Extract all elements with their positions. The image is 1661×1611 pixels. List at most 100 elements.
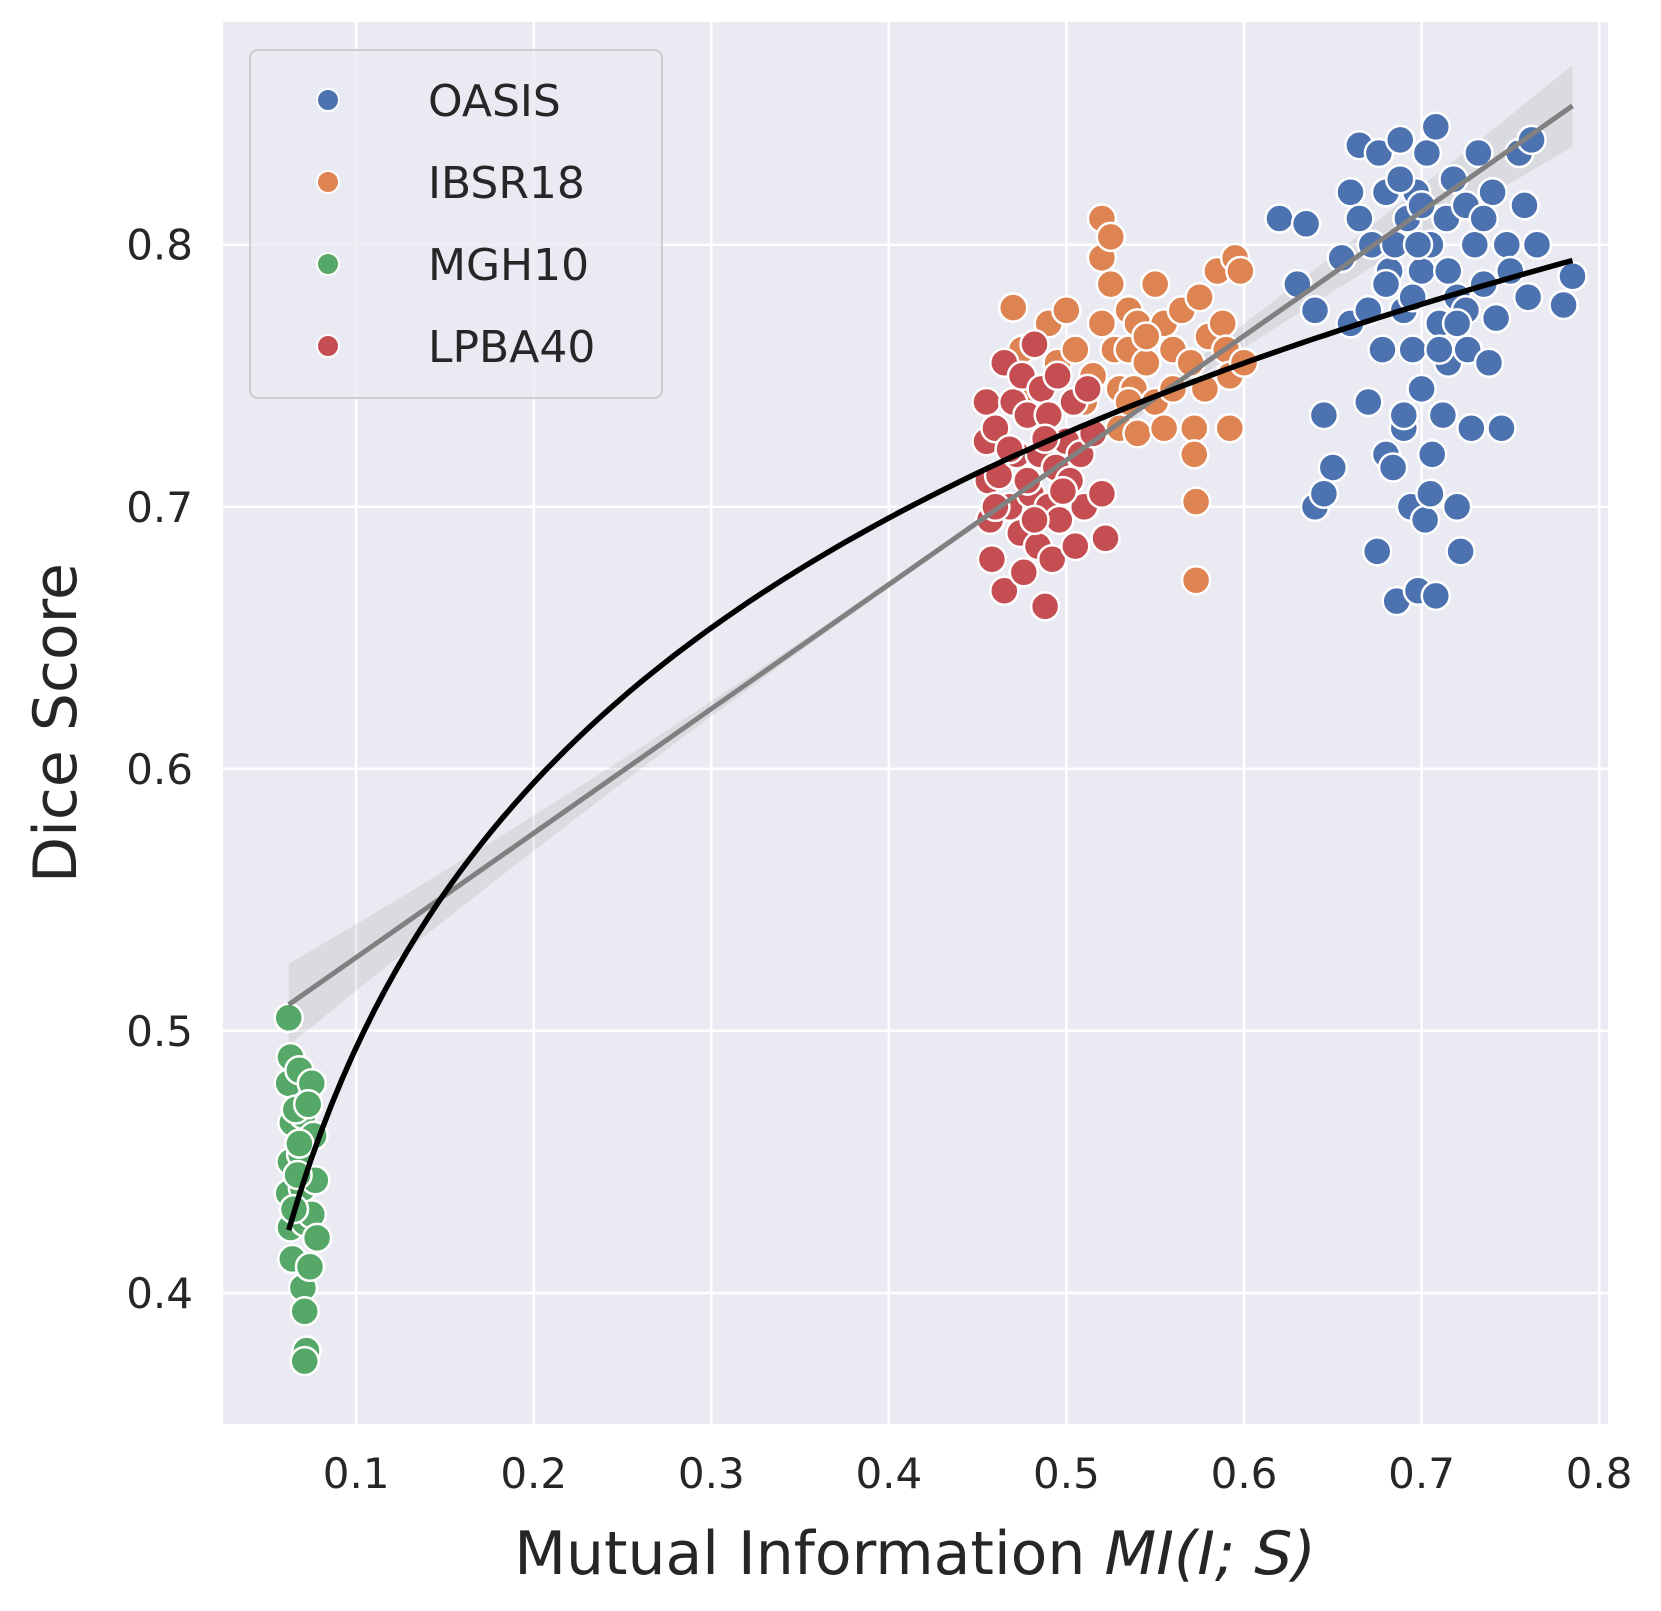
- oasis-point: [1491, 229, 1523, 260]
- mgh10-point: [301, 1222, 333, 1254]
- legend-marker-lpba40: [316, 334, 340, 358]
- mgh10-point: [284, 1128, 315, 1159]
- mgh10-point: [289, 1345, 320, 1377]
- lpba40-point: [1072, 373, 1103, 405]
- oasis-point: [1367, 334, 1398, 365]
- ibsr18-point: [1180, 564, 1212, 596]
- oasis-point: [1317, 452, 1349, 483]
- ibsr18-point: [1095, 221, 1127, 253]
- oasis-point: [1377, 452, 1409, 483]
- oasis-point: [1402, 229, 1434, 260]
- y-tick-label: 0.7: [126, 483, 193, 532]
- oasis-point: [1384, 124, 1416, 156]
- mgh10-point: [294, 1251, 326, 1283]
- ibsr18-point: [1207, 308, 1238, 339]
- lpba40-point: [971, 386, 1002, 418]
- x-tick-label: 0.5: [1033, 1449, 1100, 1498]
- oasis-point: [1486, 412, 1517, 444]
- lpba40-point: [980, 412, 1011, 444]
- x-tick-label: 0.6: [1211, 1449, 1278, 1498]
- oasis-point: [1477, 177, 1508, 208]
- oasis-point: [1427, 399, 1459, 431]
- linear-fit-line: [287, 103, 1574, 1007]
- oasis-point: [1384, 163, 1416, 195]
- mgh10-point: [292, 1089, 324, 1120]
- oasis-point: [1353, 386, 1384, 418]
- ibsr18-point: [1060, 334, 1091, 365]
- oasis-point: [1415, 478, 1446, 509]
- oasis-point: [1480, 302, 1512, 334]
- oasis-point: [1409, 504, 1441, 536]
- lpba40-point: [1042, 360, 1073, 392]
- oasis-point: [1290, 208, 1322, 240]
- oasis-point: [1459, 229, 1491, 260]
- ibsr18-point: [1051, 295, 1082, 326]
- x-axis-label-math: MI(I; S): [1104, 1519, 1315, 1589]
- oasis-point: [1264, 203, 1295, 234]
- oasis-point: [1420, 111, 1452, 143]
- x-tick-label: 0.8: [1566, 1449, 1633, 1498]
- y-tick-label: 0.6: [126, 745, 193, 794]
- ibsr18-point: [1225, 255, 1256, 287]
- oasis-point: [1406, 255, 1437, 287]
- grid: [223, 22, 1608, 1424]
- lpba40-point: [1029, 591, 1061, 622]
- lpba40-point: [1008, 557, 1040, 588]
- legend-frame: [249, 49, 663, 399]
- x-axis-label-text: Mutual Information: [514, 1519, 1104, 1589]
- x-tick-label: 0.4: [855, 1449, 922, 1498]
- oasis-point: [1411, 137, 1443, 169]
- oasis-point: [1388, 399, 1420, 431]
- oasis-point: [1308, 478, 1340, 509]
- oasis-point: [1406, 190, 1437, 221]
- oasis-point: [1361, 536, 1393, 567]
- oasis-point: [1335, 177, 1366, 208]
- oasis-point: [1521, 229, 1553, 260]
- lpba40-point: [1086, 478, 1118, 509]
- lpba40-point: [1019, 329, 1050, 360]
- oasis-point: [1299, 295, 1331, 326]
- oasis-point: [1344, 203, 1375, 234]
- ibsr18-point: [1184, 281, 1215, 313]
- x-tick-labels: 0.1 0.2 0.3 0.4 0.5 0.6 0.7 0.8: [323, 1449, 1633, 1498]
- oasis-point: [1456, 412, 1487, 444]
- ibsr18-point: [1122, 418, 1153, 449]
- lpba40-point: [1060, 530, 1091, 562]
- oasis-point: [1416, 439, 1448, 470]
- lpba40-point: [989, 575, 1020, 606]
- legend-label-mgh10: MGH10: [428, 240, 589, 291]
- oasis-point: [1406, 373, 1437, 405]
- oasis-point: [1463, 137, 1494, 169]
- oasis-point: [1445, 536, 1476, 567]
- ibsr18-point: [1095, 268, 1127, 300]
- oasis-point: [1473, 347, 1505, 378]
- x-tick-label: 0.2: [500, 1449, 567, 1498]
- ibsr18-point: [1148, 412, 1180, 444]
- oasis-point: [1468, 203, 1499, 234]
- oasis-point: [1548, 289, 1579, 321]
- oasis-point: [1441, 491, 1473, 523]
- oasis-point: [1424, 334, 1455, 365]
- legend-label-lpba40: LPBA40: [428, 322, 595, 373]
- y-tick-label: 0.5: [126, 1007, 193, 1056]
- oasis-point: [1397, 334, 1428, 365]
- oasis-point: [1432, 255, 1464, 287]
- oasis-point: [1420, 580, 1452, 612]
- ibsr18-point: [1180, 486, 1212, 517]
- x-tick-label: 0.7: [1388, 1449, 1455, 1498]
- oasis-point: [1441, 308, 1473, 339]
- ibsr18-point: [1139, 268, 1171, 300]
- x-tick-label: 0.3: [678, 1449, 745, 1498]
- oasis-point: [1308, 399, 1340, 431]
- legend: OASIS IBSR18 MGH10 LPBA40: [249, 49, 663, 399]
- y-axis-label: Dice Score: [21, 563, 91, 883]
- y-tick-labels: 0.4 0.5 0.6 0.7 0.8: [126, 221, 193, 1318]
- y-tick-label: 0.4: [126, 1269, 193, 1318]
- x-tick-label: 0.1: [323, 1449, 390, 1498]
- log-fit-curve: [286, 257, 1574, 1231]
- legend-marker-mgh10: [316, 252, 340, 276]
- ibsr18-point: [1086, 308, 1118, 339]
- fit-lines: [286, 103, 1574, 1231]
- ibsr18-point: [997, 292, 1029, 323]
- oasis-point: [1509, 190, 1540, 221]
